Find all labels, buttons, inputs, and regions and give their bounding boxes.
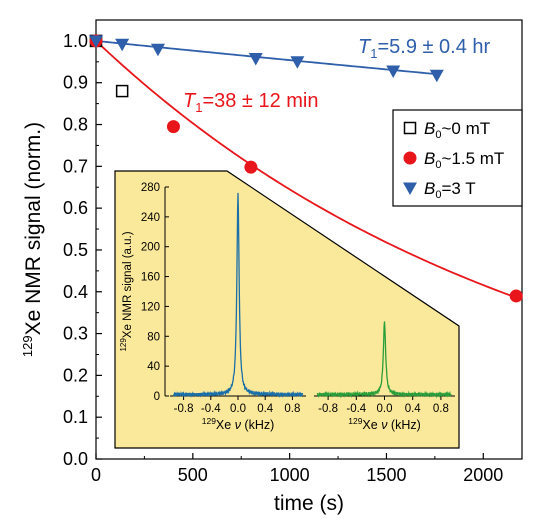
y-tick-label: 0.3 [63,324,88,344]
legend: B0~0 mT B0~1.5 mT B0=3 T [392,109,523,207]
x-tick-label: 0 [91,465,101,485]
y-tick-label: 0.5 [63,240,88,260]
inset-y-tick-label: 240 [141,212,160,224]
inset-y-tick-label: 120 [141,301,160,313]
inset-y-tick-label: 160 [141,272,160,284]
legend-label: B0~1.5 mT [424,149,504,171]
spectrum-line [173,192,304,399]
data-point [150,43,165,57]
x-tick-label: 2000 [463,465,503,485]
inset-x-tick-label: -0.8 [174,403,194,415]
fit-curve [95,40,523,301]
x-tick-label: 500 [178,465,208,485]
spectrum-line [316,321,452,399]
data-point [244,160,258,174]
legend-marker [403,121,417,135]
data-point [429,69,444,83]
inset-x-tick-label: -0.4 [346,403,366,415]
data-point [115,38,130,52]
y-tick-label: 0.7 [63,156,88,176]
y-tick-label: 0.8 [63,115,88,135]
inset-x-tick-label: 0.8 [284,403,300,415]
legend-label: B0~0 mT [424,119,490,141]
data-point [248,52,263,66]
inset-x-tick-label: -0.4 [201,403,221,415]
plot-frame [95,19,523,460]
data-point [386,65,401,79]
data-point [290,56,305,69]
inset-y-axis-label: 129Xe NMR signal (a.u.) [119,231,134,351]
data-point [89,35,103,48]
y-tick-label: 0.9 [63,73,88,93]
inset-plot: 0 40 80 120 160 200 240 280 129Xe NMR signal (a.… [114,170,460,449]
data-point [166,120,180,134]
inset-x-tick-label: 0.4 [405,403,422,415]
y-tick-label: 1.0 [63,31,88,51]
legend-marker [403,182,417,195]
inset-background [114,170,460,449]
x-axis-label: time (s) [274,492,344,515]
y-tick-label: 0.0 [63,449,88,469]
data-point [509,289,523,303]
inset-y-tick-label: 280 [141,182,160,194]
legend-marker [403,151,417,165]
legend-label: B0=3 T [424,179,476,201]
inset-y-tick-label: 80 [147,331,160,343]
inset-x-tick-label: 0.0 [230,403,246,415]
inset-y-tick-label: 0 [154,391,160,403]
fit-annotation: T1=5.9 ± 0.4 hr [358,36,491,61]
inset-x-tick-label: 0.0 [377,403,393,415]
fit-annotation: T1=38 ± 12 min [183,90,319,115]
inset-y-tick-label: 200 [141,242,160,254]
y-tick-label: 0.4 [63,282,88,302]
inset-x-axis-label: 129Xe ν (kHz) [202,416,275,432]
inset-x-tick-label: 0.8 [433,403,449,415]
main-plot: 0.0 0.1 0.2 0.3 0.4 0.5 0.6 0.7 0.8 0.9 1.0 0 500 100… [20,19,523,515]
inset-y-tick-label: 40 [147,361,160,373]
inset-x-tick-label: 0.4 [257,403,274,415]
y-tick-label: 0.2 [63,365,88,385]
y-tick-label: 0.6 [63,198,88,218]
data-point [115,84,129,98]
inset-x-axis-label: 129Xe ν (kHz) [348,416,421,432]
x-tick-label: 1000 [270,465,310,485]
x-tick-label: 1500 [366,465,406,485]
inset-x-tick-label: -0.8 [318,403,338,415]
y-axis-label: 129Xe NMR signal (norm.) [20,122,45,357]
y-tick-label: 0.1 [63,407,88,427]
